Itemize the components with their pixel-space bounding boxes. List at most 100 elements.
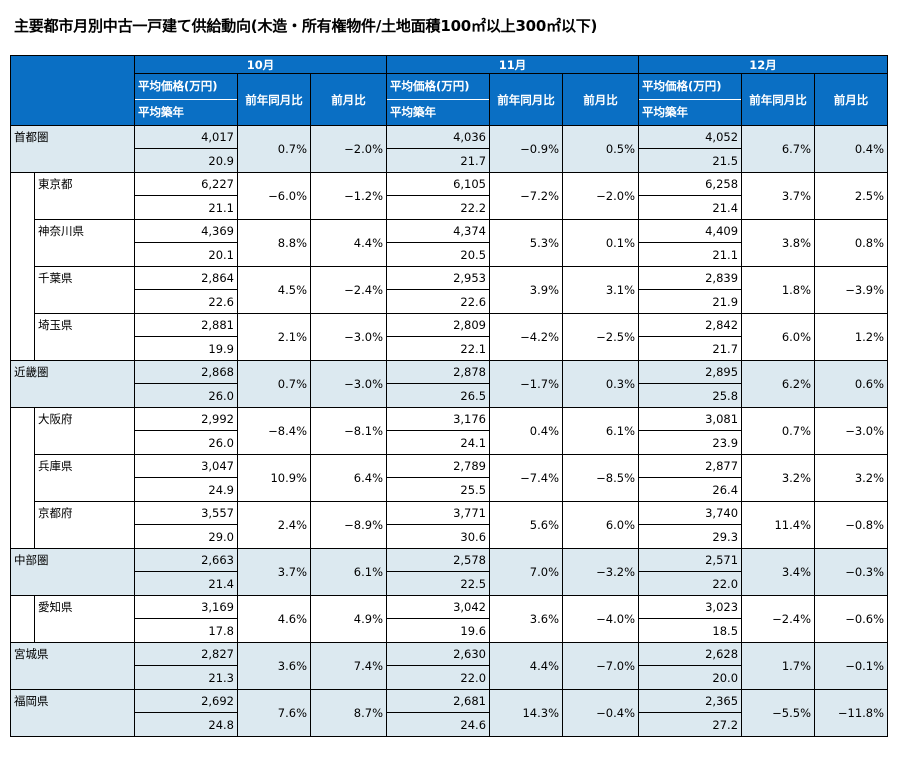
mom-cell: −3.0% [814, 407, 889, 455]
avg-age-cell: 26.0 [134, 383, 238, 408]
mom-header: 前月比 [309, 73, 388, 126]
mom-cell: 6.4% [309, 454, 388, 502]
yoy-cell: 6.7% [741, 125, 816, 173]
mom-cell: 0.4% [814, 125, 889, 173]
yoy-cell: 7.6% [237, 689, 311, 737]
prefecture-label: 大阪府 [34, 407, 135, 455]
mom-cell: 6.0% [562, 501, 640, 549]
page-title: 主要都市月別中古一戸建て供給動向(木造・所有権物件/土地面積100㎡以上300㎡… [14, 17, 598, 35]
table-row: 宮城県 2,827 3.6% 7.4% 2,630 4.4% −7.0% 2,628 1.7% −… [10, 642, 889, 690]
yoy-cell: 3.6% [237, 642, 311, 690]
region-label: 宮城県 [10, 642, 135, 690]
avg-price-cell: 3,081 [638, 407, 743, 431]
yoy-cell: 5.3% [489, 219, 564, 267]
prefecture-label: 愛知県 [34, 595, 135, 643]
avg-price-cell: 2,895 [638, 360, 743, 384]
header-corner [10, 55, 135, 126]
mom-cell: 6.1% [562, 407, 640, 455]
avg-age-cell: 19.9 [134, 336, 238, 361]
mom-cell: 8.7% [309, 689, 388, 737]
yoy-cell: −4.2% [489, 313, 564, 361]
avg-price-cell: 2,628 [638, 642, 743, 666]
yoy-cell: 4.6% [237, 595, 311, 643]
table-row: 愛知県 3,169 4.6% 4.9% 3,042 3.6% −4.0% 3,023 −2.4%… [10, 595, 889, 643]
avg-price-cell: 2,839 [638, 266, 743, 290]
table-row: 中部圏 2,663 3.7% 6.1% 2,578 7.0% −3.2% 2,571 3.4% −… [10, 548, 889, 596]
mom-cell: −3.0% [309, 313, 388, 361]
yoy-cell: 3.4% [741, 548, 816, 596]
avg-age-cell: 20.0 [638, 665, 743, 690]
header-sub-row: 平均価格(万円) 平均築年 前年同月比 前月比 平均価格(万円) 平均築年 前年同月比 前月比… [11, 73, 889, 126]
yoy-header: 前年同月比 [489, 73, 564, 126]
avg-price-cell: 4,409 [638, 219, 743, 243]
indent-cell [10, 454, 35, 502]
mom-cell: 0.6% [814, 360, 889, 408]
mom-cell: −8.1% [309, 407, 388, 455]
avg-age-cell: 26.5 [386, 383, 491, 408]
table-row: 21.3 22.0 20.0 [11, 665, 888, 690]
avg-age-cell: 26.4 [638, 477, 743, 502]
yoy-cell: 14.3% [489, 689, 564, 737]
yoy-cell: 3.8% [741, 219, 816, 267]
yoy-cell: 3.6% [489, 595, 564, 643]
table-row: 29.0 30.6 29.3 [11, 524, 888, 549]
avg-age-cell: 29.0 [134, 524, 238, 549]
avg-age-cell: 21.9 [638, 289, 743, 314]
avg-price-cell: 2,842 [638, 313, 743, 337]
mom-cell: 0.1% [562, 219, 640, 267]
yoy-cell: −0.9% [489, 125, 564, 173]
mom-cell: 1.2% [814, 313, 889, 361]
avg-age-cell: 21.7 [638, 336, 743, 361]
price-age-header: 平均価格(万円) 平均築年 [386, 73, 491, 126]
table-row: 22.6 22.6 21.9 [11, 289, 888, 314]
prefecture-label: 埼玉県 [34, 313, 135, 361]
mom-cell: −2.0% [309, 125, 388, 173]
mom-cell: −0.6% [814, 595, 889, 643]
avg-price-cell: 3,771 [386, 501, 491, 525]
avg-price-cell: 3,042 [386, 595, 491, 619]
yoy-cell: 10.9% [237, 454, 311, 502]
indent-cell [10, 172, 35, 220]
mom-cell: −2.5% [562, 313, 640, 361]
indent-cell [10, 266, 35, 314]
price-header: 平均価格(万円) [639, 75, 741, 100]
yoy-cell: 0.7% [237, 125, 311, 173]
yoy-cell: 6.2% [741, 360, 816, 408]
avg-price-cell: 6,105 [386, 172, 491, 196]
price-age-header: 平均価格(万円) 平均築年 [134, 73, 238, 126]
yoy-cell: 1.8% [741, 266, 816, 314]
table-row: 24.9 25.5 26.4 [11, 477, 888, 502]
avg-price-cell: 3,557 [134, 501, 238, 525]
mom-cell: −8.9% [309, 501, 388, 549]
region-label: 首都圏 [10, 125, 135, 173]
mom-cell: −1.2% [309, 172, 388, 220]
avg-price-cell: 3,169 [134, 595, 238, 619]
table-row: 埼玉県 2,881 2.1% −3.0% 2,809 −4.2% −2.5% 2,842 6.0… [10, 313, 889, 361]
mom-cell: −3.2% [562, 548, 640, 596]
yoy-cell: 5.6% [489, 501, 564, 549]
table-row: 17.8 19.6 18.5 [11, 618, 888, 643]
yoy-cell: 7.0% [489, 548, 564, 596]
table-row: 福岡県 2,692 7.6% 8.7% 2,681 14.3% −0.4% 2,365 −5.5… [10, 689, 889, 737]
avg-price-cell: 3,176 [386, 407, 491, 431]
yoy-cell: −8.4% [237, 407, 311, 455]
avg-age-cell: 21.4 [638, 195, 743, 220]
avg-age-cell: 24.9 [134, 477, 238, 502]
indent-cell [10, 595, 35, 643]
avg-price-cell: 4,374 [386, 219, 491, 243]
avg-age-cell: 20.9 [134, 148, 238, 173]
avg-price-cell: 2,630 [386, 642, 491, 666]
mom-cell: −0.1% [814, 642, 889, 690]
avg-age-cell: 24.8 [134, 712, 238, 737]
mom-header: 前月比 [814, 73, 889, 126]
avg-age-cell: 25.8 [638, 383, 743, 408]
avg-age-cell: 22.2 [386, 195, 491, 220]
yoy-cell: 2.1% [237, 313, 311, 361]
mom-cell: −3.0% [309, 360, 388, 408]
avg-age-cell: 22.0 [638, 571, 743, 596]
yoy-cell: 1.7% [741, 642, 816, 690]
table-row: 首都圏 4,017 0.7% −2.0% 4,036 −0.9% 0.5% 4,052 6.7%… [10, 125, 889, 173]
age-header: 平均築年 [642, 105, 689, 119]
avg-age-cell: 24.6 [386, 712, 491, 737]
avg-price-cell: 2,881 [134, 313, 238, 337]
